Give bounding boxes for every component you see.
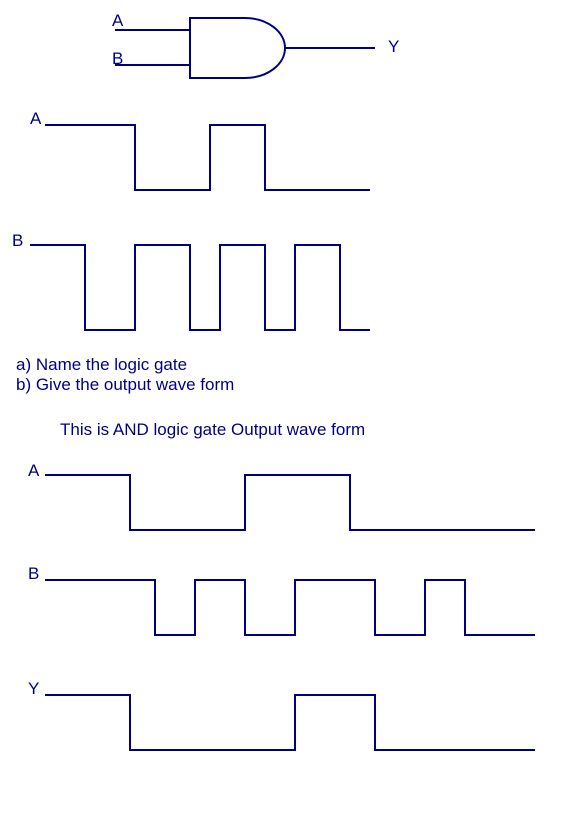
ans-wave-y xyxy=(20,690,540,765)
waveform-path xyxy=(45,125,370,190)
waveform-path xyxy=(45,695,535,750)
q-wave-a xyxy=(20,120,420,200)
q-wave-b xyxy=(20,240,420,340)
question-a-text: a) Name the logic gate xyxy=(16,355,187,375)
gate-label-b: B xyxy=(112,50,123,67)
gate-label-y: Y xyxy=(388,38,399,55)
gate-label-a: A xyxy=(112,12,123,29)
ans-wave-a xyxy=(20,470,540,545)
answer-text: This is AND logic gate Output wave form xyxy=(60,420,365,440)
page: A B Y A B a) Name the logic gate b) Give… xyxy=(0,0,581,834)
gate-body xyxy=(190,18,285,78)
ans-wave-b xyxy=(20,575,540,650)
waveform-path xyxy=(45,580,535,635)
and-gate-diagram xyxy=(95,10,395,100)
waveform-path xyxy=(45,475,535,530)
waveform-path xyxy=(30,245,370,330)
question-b-text: b) Give the output wave form xyxy=(16,375,234,395)
